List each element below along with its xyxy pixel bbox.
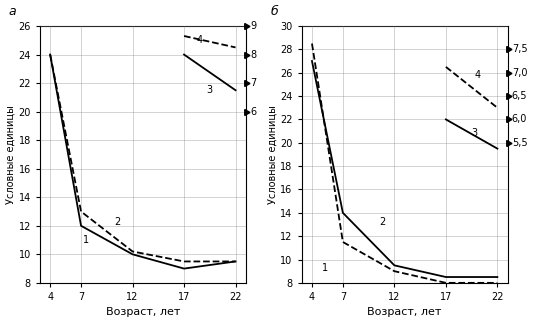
Text: 6,0: 6,0 [512,114,527,124]
Text: 7: 7 [250,78,256,88]
Text: 7,5: 7,5 [512,44,528,54]
Text: 7,0: 7,0 [512,68,527,78]
Text: 3: 3 [207,85,213,95]
Text: 3: 3 [472,129,478,139]
Y-axis label: Условные единицы: Условные единицы [5,105,15,204]
Text: 5,5: 5,5 [512,138,528,148]
Text: а: а [9,5,17,18]
Text: 4: 4 [475,70,481,80]
Text: 2: 2 [379,217,385,227]
Text: б: б [271,5,279,18]
X-axis label: Возраст, лет: Возраст, лет [106,307,180,318]
Text: 6: 6 [250,107,256,117]
Text: 1: 1 [83,235,89,245]
Y-axis label: Условные единицы: Условные единицы [268,105,277,204]
X-axis label: Возраст, лет: Возраст, лет [367,307,442,318]
Text: 8: 8 [250,49,256,59]
Text: 9: 9 [250,21,256,31]
Text: 6,5: 6,5 [512,91,527,101]
Text: 1: 1 [322,263,328,273]
Text: 2: 2 [114,216,120,226]
Text: 4: 4 [196,35,203,45]
